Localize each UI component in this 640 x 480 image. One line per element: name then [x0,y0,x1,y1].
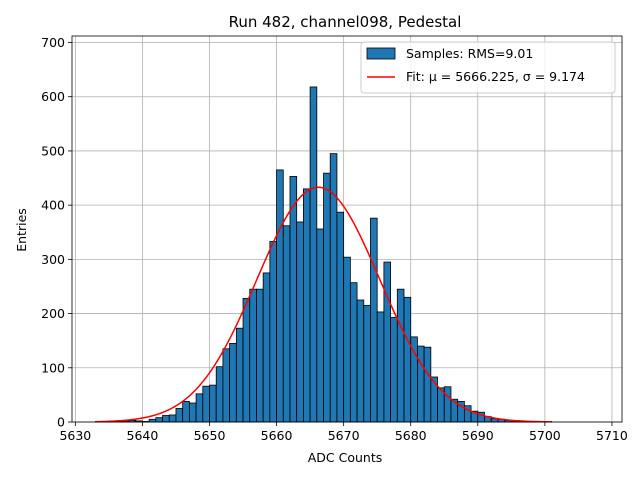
y-tick-label: 500 [41,143,65,158]
histogram-bar [168,414,177,423]
x-tick-label: 5640 [127,428,159,443]
histogram-bar [336,211,345,423]
histogram-bar [148,418,157,423]
y-tick-label: 200 [41,306,65,321]
histogram-bar [323,172,331,423]
histogram-bar [403,296,412,423]
histogram-bar [370,217,378,423]
legend: Samples: RMS=9.01 Fit: μ = 5666.225, σ =… [360,41,616,94]
x-axis-label: ADC Counts [308,450,383,465]
histogram-bar [282,225,291,423]
histogram-bar [222,348,231,423]
histogram-bar [256,288,264,423]
histogram-bars [95,86,552,423]
x-tick-label: 5680 [395,428,427,443]
histogram-bar [155,417,163,423]
histogram-bar [182,400,190,423]
y-tick-label: 300 [41,252,65,267]
y-axis-label: Entries [14,208,29,252]
axis-ticks: 5630 5640 5650 5660 5670 5680 5690 5700 5710 0 100… [41,35,628,443]
histogram-bar [229,342,237,423]
histogram-bar [417,345,425,423]
histogram-bar [202,385,210,423]
histogram-bar [296,221,304,423]
x-tick-label: 5670 [328,428,360,443]
x-tick-label: 5690 [462,428,494,443]
histogram-bar [376,311,385,423]
histogram-bar [289,176,298,423]
histogram-bar [215,366,224,423]
chart-title: Run 482, channel098, Pedestal [229,13,462,31]
histogram-bar [269,241,277,423]
histogram-bar [276,169,284,423]
histogram-bar [390,316,398,423]
x-tick-label: 5660 [261,428,293,443]
histogram-bar [209,384,217,423]
y-tick-label: 600 [41,89,65,104]
histogram-bar [410,336,418,423]
legend-box [360,41,616,94]
histogram-bar [262,272,271,423]
plot-frame [71,35,623,423]
fit-curve [95,186,552,423]
histogram-bar [188,402,197,423]
histogram-bar [396,288,405,423]
histogram-bar [195,393,204,423]
legend-swatch-samples [366,47,396,60]
histogram-bar [235,327,244,423]
histogram-bar [303,188,311,423]
histogram-bar [343,256,351,423]
legend-label-fit: Fit: μ = 5666.225, σ = 9.174 [406,69,585,84]
histogram-bar [356,299,365,423]
histogram-bar [443,386,452,423]
y-tick-label: 0 [57,415,65,430]
histogram-bar [242,297,251,423]
y-tick-label: 700 [41,35,65,50]
x-tick-label: 5700 [529,428,561,443]
x-tick-label: 5630 [59,428,91,443]
histogram-bar [383,261,391,423]
x-tick-label: 5710 [596,428,628,443]
histogram-bar [175,408,184,423]
y-tick-label: 100 [41,360,65,375]
histogram-bar [249,288,257,423]
histogram-bar [349,282,358,423]
histogram-bar [430,376,438,423]
histogram-bar [309,86,318,423]
histogram-bar [316,228,324,423]
histogram-bar [423,346,432,423]
histogram-bar [363,305,371,423]
legend-label-samples: Samples: RMS=9.01 [406,46,533,61]
y-tick-label: 400 [41,198,65,213]
histogram-bar [162,415,170,423]
x-tick-label: 5650 [194,428,226,443]
